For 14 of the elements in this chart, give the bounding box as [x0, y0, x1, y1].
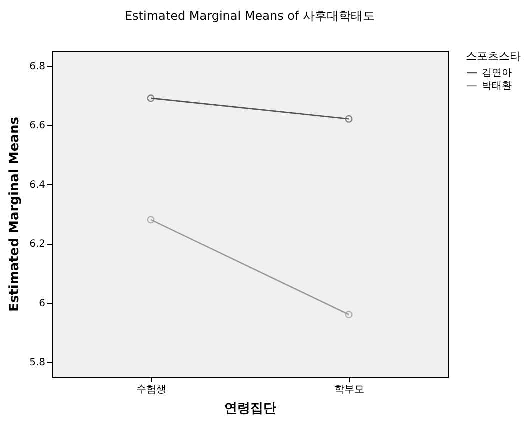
legend-label: 박태환: [482, 81, 512, 92]
y-tick-label: 6.6: [30, 120, 46, 132]
y-tick-label: 6.4: [30, 180, 46, 191]
y-tick-label: 6.2: [30, 239, 46, 250]
x-axis-title: 연령집단: [224, 402, 276, 416]
y-tick-label: 5.8: [30, 358, 46, 369]
legend-title: 스포츠스타: [466, 50, 521, 63]
y-tick-label: 6.8: [30, 61, 46, 72]
y-axis-title: Estimated Marginal Means: [8, 116, 23, 312]
x-tick-label: 학부모: [334, 384, 364, 396]
y-tick-label: 6: [39, 298, 46, 310]
x-tick-label: 수험생: [136, 384, 166, 396]
chart-title: Estimated Marginal Means of 사후대학태도: [124, 9, 376, 23]
legend-label: 김연아: [482, 68, 512, 79]
